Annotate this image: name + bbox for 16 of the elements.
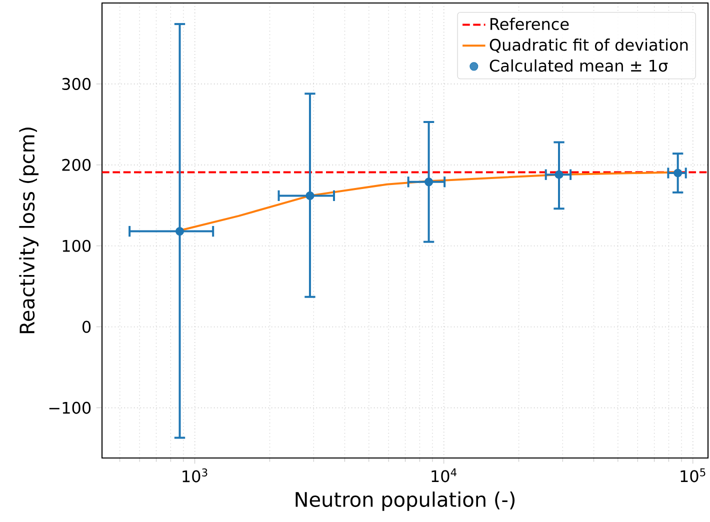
y-tick-label: 300 [62, 78, 91, 90]
point [424, 178, 434, 186]
y-tick-label: 100 [62, 240, 91, 252]
x-tick-label: 10$^{5}$ [680, 468, 706, 482]
legend-label: Quadratic fit of deviation [490, 38, 688, 53]
x-tick-label: 10$^{4}$ [432, 468, 456, 482]
y-tick-label: 200 [62, 158, 91, 171]
x-axis-title: Neutron population (-) [296, 492, 515, 511]
point [674, 168, 682, 178]
legend-label: Calculated mean ± 1σ [490, 59, 668, 72]
y-tick-label: −100 [49, 402, 91, 414]
y-tick-label: 0 [82, 320, 91, 333]
point [175, 227, 184, 236]
x-tick-label: 10$^{3}$ [182, 468, 208, 482]
legend-label: Reference [490, 18, 569, 30]
y-axis-title: Reactivity loss (pcm) [19, 128, 39, 334]
